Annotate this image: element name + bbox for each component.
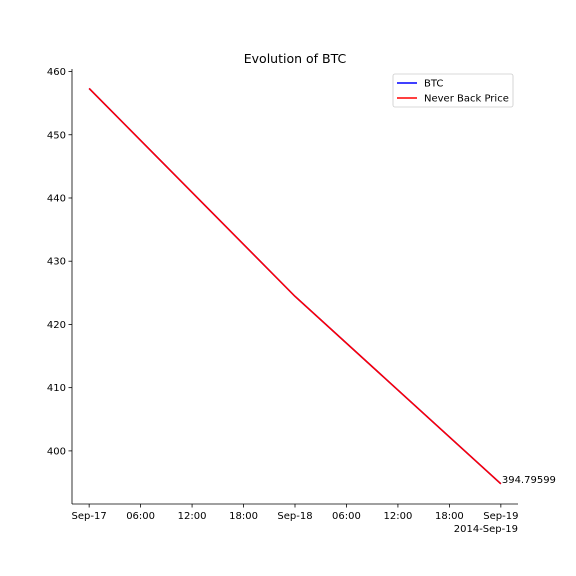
y-tick-label: 410 — [47, 383, 66, 394]
x-tick-label: Sep-19 — [483, 511, 518, 522]
legend-label: Never Back Price — [424, 94, 509, 105]
chart-title: Evolution of BTC — [244, 51, 347, 66]
x-tick-label: 06:00 — [332, 511, 361, 522]
y-tick-label: 420 — [47, 320, 66, 331]
x-ticks: Sep-17 06:00 12:00 18:00 Sep-18 06:00 12:00 18:… — [72, 504, 518, 522]
x-tick-label: 12:00 — [178, 511, 207, 522]
series-line-never-back-price — [88, 87, 502, 485]
x-offset-label: 2014-Sep-19 — [454, 524, 518, 535]
legend: BTC Never Back Price — [392, 73, 514, 108]
x-tick-label: 12:00 — [384, 511, 413, 522]
x-tick-label: 18:00 — [435, 511, 464, 522]
legend-label: BTC — [424, 79, 443, 90]
y-tick-label: 430 — [47, 257, 66, 268]
x-tick-label: 18:00 — [229, 511, 258, 522]
legend-box — [392, 73, 514, 108]
y-tick-label: 440 — [47, 193, 66, 204]
y-tick-label: 460 — [47, 67, 66, 78]
x-tick-label: Sep-17 — [72, 511, 107, 522]
y-tick-label: 450 — [47, 130, 66, 141]
series-line-btc — [88, 87, 502, 485]
y-ticks: 400 410 420 430 440 450 460 — [47, 67, 72, 457]
last-value-annotation: 394.79599 — [502, 475, 556, 486]
annotation-layer: 394.79599 — [502, 475, 556, 486]
series-lines — [88, 87, 502, 485]
x-tick-label: 06:00 — [126, 511, 155, 522]
x-tick-label: Sep-18 — [277, 511, 312, 522]
y-tick-label: 400 — [47, 446, 66, 457]
